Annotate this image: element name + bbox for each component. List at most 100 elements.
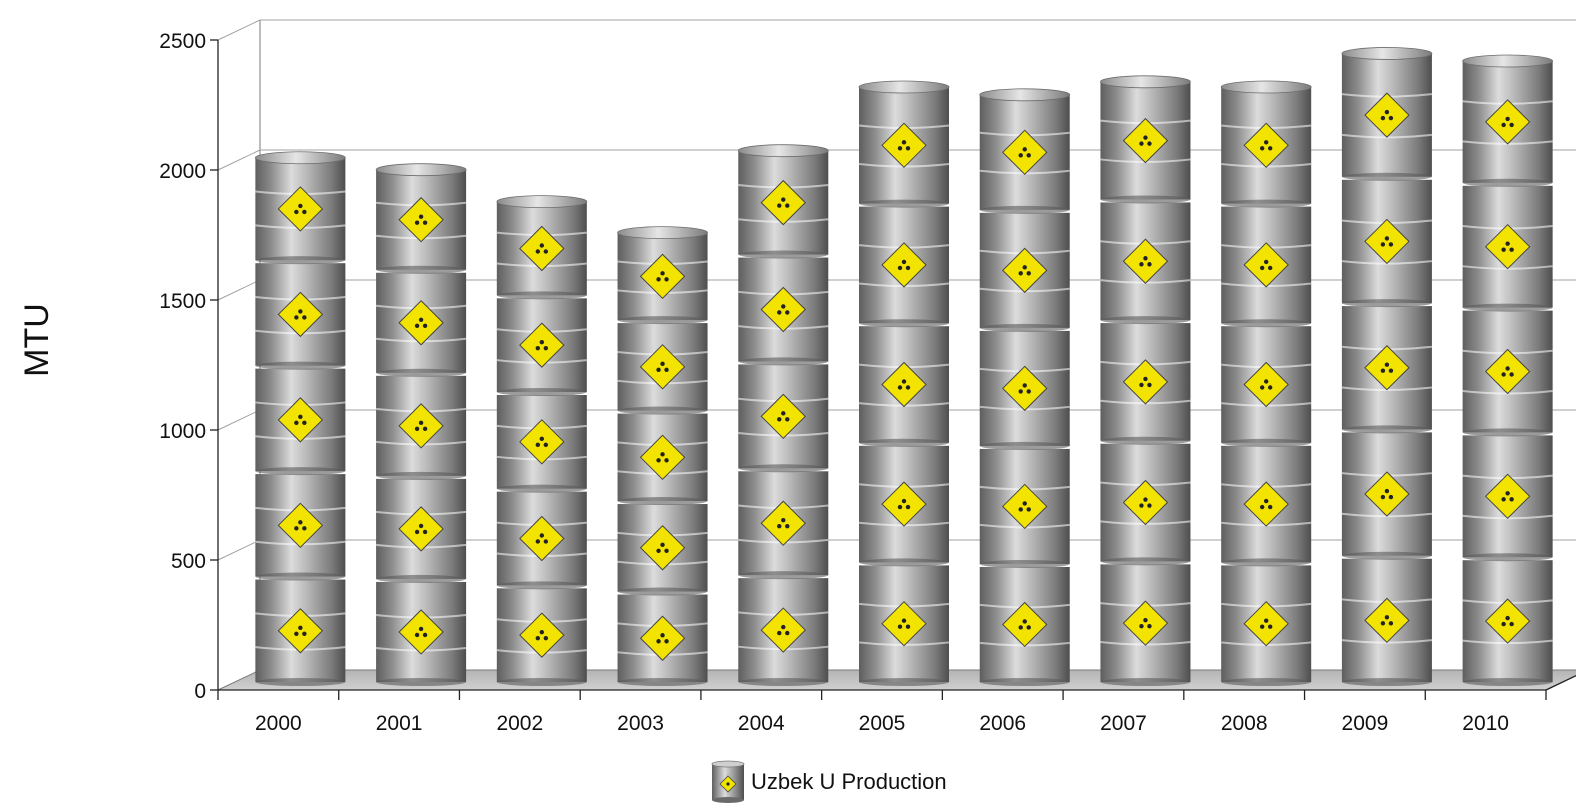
radioactive-symbol-icon <box>1259 265 1265 271</box>
radioactive-symbol-icon <box>302 209 307 215</box>
radioactive-symbol-icon <box>781 304 786 309</box>
radioactive-label-icon <box>639 434 686 481</box>
radioactive-symbol-icon <box>298 309 303 314</box>
radioactive-label-icon <box>277 608 324 654</box>
barrel-rim <box>1341 678 1432 686</box>
radioactive-symbol-icon <box>781 624 786 630</box>
radioactive-symbol-icon <box>905 385 911 390</box>
radioactive-symbol-icon <box>897 624 903 629</box>
radioactive-label-icon <box>1484 223 1531 270</box>
bar <box>1341 47 1433 686</box>
radioactive-symbol-icon <box>1388 368 1394 373</box>
barrel-rim <box>496 291 587 300</box>
radioactive-symbol-icon <box>901 498 907 504</box>
radioactive-symbol-icon <box>1143 135 1148 140</box>
radioactive-symbol-icon <box>1505 241 1510 246</box>
radioactive-symbol-icon <box>1022 501 1027 506</box>
radioactive-symbol-icon <box>1263 618 1269 623</box>
radioactive-symbol-icon <box>1026 625 1031 630</box>
barrel-rim <box>376 471 467 480</box>
radioactive-symbol-icon <box>422 632 428 638</box>
barrel-rim <box>1462 178 1553 187</box>
radioactive-symbol-icon <box>543 249 549 254</box>
radioactive-symbol-icon <box>1388 621 1394 626</box>
radioactive-label-icon <box>398 197 444 243</box>
radioactive-label-icon <box>1243 122 1289 169</box>
radioactive-symbol-icon <box>1384 236 1390 241</box>
radioactive-symbol-icon <box>785 524 790 529</box>
radioactive-symbol-icon <box>418 317 424 322</box>
barrel-top <box>617 226 708 240</box>
radioactive-symbol-icon <box>1018 389 1023 394</box>
radioactive-symbol-icon <box>1026 507 1031 512</box>
barrel-rim <box>617 497 708 506</box>
barrel-rim <box>1221 199 1312 208</box>
barrel-rim <box>738 357 829 366</box>
radioactive-label-icon <box>1122 479 1169 526</box>
radioactive-label-icon <box>1484 473 1531 520</box>
barrel-rim <box>859 678 949 686</box>
x-tick-label: 2003 <box>617 712 664 735</box>
barrel-rim <box>1221 558 1312 567</box>
bar <box>858 80 950 686</box>
radioactive-symbol-icon <box>897 146 903 151</box>
radioactive-symbol-icon <box>1147 141 1152 146</box>
radioactive-symbol-icon <box>294 420 299 426</box>
barrel-top <box>496 195 588 209</box>
barrel-rim <box>376 678 467 686</box>
radioactive-symbol-icon <box>302 631 307 636</box>
radioactive-symbol-icon <box>781 518 786 523</box>
legend-label: Uzbek U Production <box>751 769 947 794</box>
radioactive-symbol-icon <box>781 197 786 202</box>
x-tick-label: 2002 <box>496 712 543 735</box>
radioactive-symbol-icon <box>418 420 424 426</box>
radioactive-label-icon <box>277 502 324 549</box>
x-tick-label: 2004 <box>738 712 785 735</box>
barrel-rim <box>255 256 346 265</box>
radioactive-symbol-icon <box>1501 122 1506 128</box>
radioactive-symbol-icon <box>414 632 420 638</box>
radioactive-symbol-icon <box>901 379 907 384</box>
radioactive-symbol-icon <box>1505 615 1510 621</box>
radioactive-symbol-icon <box>539 243 545 248</box>
radioactive-symbol-icon <box>1267 624 1273 629</box>
radioactive-symbol-icon <box>664 367 669 373</box>
radioactive-symbol-icon <box>660 633 665 638</box>
radioactive-label-icon <box>760 179 806 226</box>
radioactive-symbol-icon <box>535 539 541 544</box>
radioactive-label-icon <box>1122 600 1169 646</box>
barrel-rim <box>1462 428 1553 437</box>
radioactive-symbol-icon <box>422 426 428 432</box>
radioactive-symbol-icon <box>1022 147 1027 152</box>
radioactive-label-icon <box>277 186 324 232</box>
radioactive-label-icon <box>639 525 686 571</box>
radioactive-symbol-icon <box>418 523 424 529</box>
radioactive-symbol-icon <box>1018 625 1023 630</box>
radioactive-symbol-icon <box>785 630 790 636</box>
radioactive-symbol-icon <box>656 367 661 373</box>
radioactive-symbol-icon <box>1380 621 1386 626</box>
barrel-rim <box>376 574 467 583</box>
radioactive-label-icon <box>760 607 806 653</box>
radioactive-symbol-icon <box>294 526 299 531</box>
radioactive-label-icon <box>639 344 686 390</box>
barrel-rim <box>859 438 949 447</box>
radioactive-label-icon <box>1002 247 1048 294</box>
radioactive-label-icon <box>1364 218 1410 265</box>
radioactive-symbol-icon <box>1143 497 1148 502</box>
barrel-top <box>1220 80 1312 94</box>
radioactive-symbol-icon <box>905 504 911 510</box>
barrel-rim <box>617 678 708 686</box>
radioactive-symbol-icon <box>777 630 782 636</box>
radioactive-symbol-icon <box>1263 259 1269 265</box>
radioactive-label-icon <box>1243 361 1289 408</box>
radioactive-symbol-icon <box>1026 389 1031 394</box>
radioactive-symbol-icon <box>539 629 545 635</box>
y-tick-label: 2500 <box>159 30 206 53</box>
radioactive-label-icon <box>519 515 565 562</box>
radioactive-symbol-icon <box>294 631 299 636</box>
barrel-rim <box>496 581 587 590</box>
radioactive-label-icon <box>1364 471 1410 517</box>
radioactive-symbol-icon <box>1267 265 1273 271</box>
radioactive-symbol-icon <box>298 203 303 209</box>
